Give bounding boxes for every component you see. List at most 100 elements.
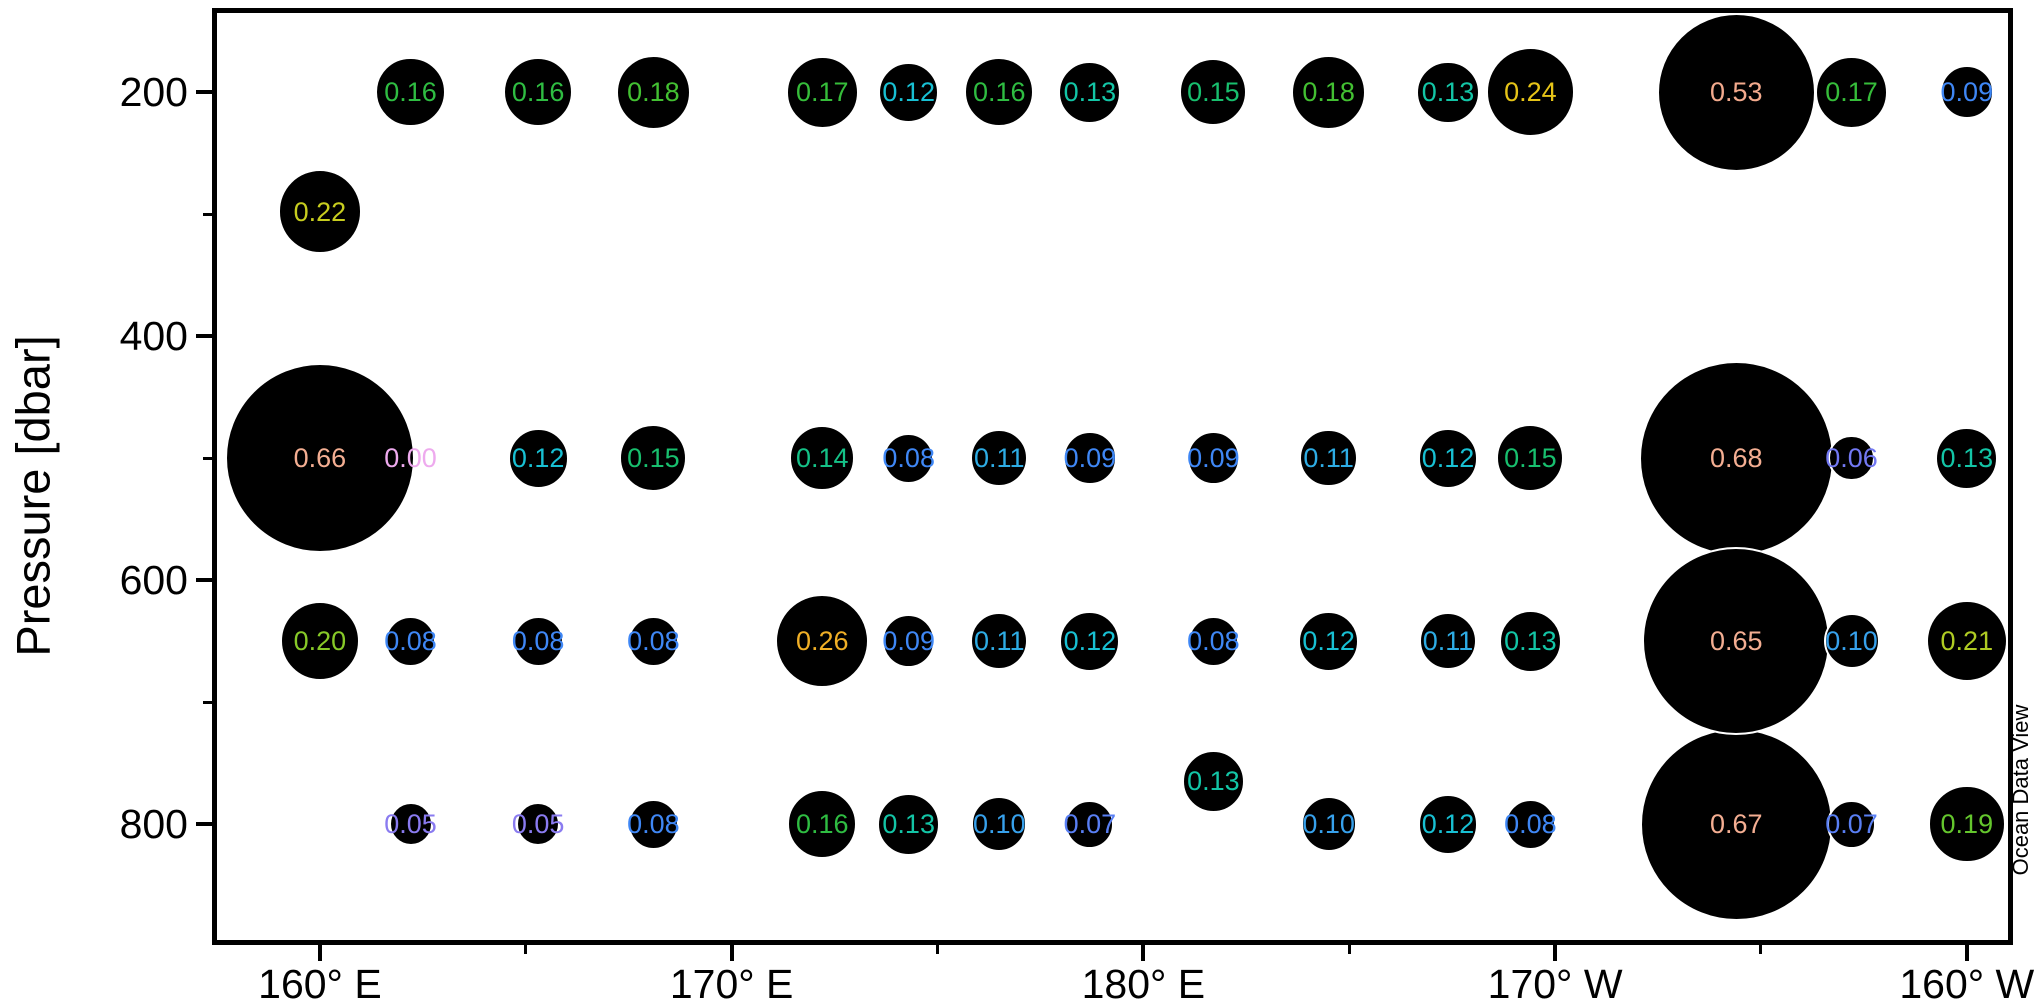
bubble-label: 0.18	[627, 77, 680, 108]
x-major-tick	[729, 945, 734, 961]
bubble-label: 0.53	[1709, 77, 1763, 108]
bubble-label: 0.11	[1303, 443, 1354, 474]
bubble-label: 0.08	[627, 809, 680, 840]
bubble-circle	[279, 601, 360, 682]
bubble-label: 0.06	[1825, 443, 1878, 474]
x-major-tick	[1964, 945, 1969, 961]
plot-area: 0.68 0.67 0.66 0.65 0.53 0.26 0.24 0.22 0.21 0.20…	[212, 8, 2013, 945]
bubble-circle	[1496, 424, 1565, 493]
bubble-circle	[1656, 12, 1816, 172]
bubble-circle	[964, 57, 1035, 128]
bubble-label: 0.16	[511, 77, 565, 108]
bubble-label: 0.67	[1709, 809, 1763, 840]
bubble-label: 0.13	[1504, 626, 1557, 657]
bubble-circle	[1827, 799, 1876, 849]
x-major-tick	[1553, 945, 1558, 961]
bubble-circle	[1417, 793, 1479, 855]
bubble-label: 0.11	[973, 626, 1025, 657]
bubble-label: 0.12	[882, 77, 935, 108]
bubble-circle	[1065, 799, 1115, 849]
bubble-label: 0.18	[1302, 77, 1355, 108]
bubble-circle	[1181, 749, 1245, 814]
x-minor-tick	[1759, 945, 1763, 954]
bubble-circle	[1179, 58, 1248, 127]
bubble-label: 0.12	[511, 443, 565, 474]
x-minor-tick	[1347, 945, 1351, 954]
bubble-circle	[1828, 435, 1875, 482]
bubble-circle	[384, 615, 437, 667]
y-major-tick	[196, 578, 212, 583]
bubble-label: 0.08	[511, 626, 565, 657]
bubble-label: 0.10	[1302, 809, 1355, 840]
bubble-label: 0.09	[882, 626, 935, 657]
bubble-circle	[1416, 60, 1480, 124]
bubble-label: 0.07	[1825, 809, 1878, 840]
bubble-circle	[1059, 610, 1121, 672]
y-minor-tick	[203, 700, 212, 704]
bubble-circle	[1925, 599, 2009, 683]
bubble-label: 0.15	[1187, 77, 1240, 108]
y-tick-label: 800	[119, 801, 188, 848]
bubble-circle	[1815, 55, 1888, 129]
bubble-label: 0.12	[1421, 809, 1475, 840]
y-minor-tick	[203, 212, 212, 216]
y-tick-label: 200	[119, 69, 188, 116]
bubble-circle	[516, 802, 561, 847]
bubble-label: 0.10	[972, 809, 1026, 840]
bubble-label: 0.68	[1709, 443, 1763, 474]
odv-watermark: Ocean Data View	[2008, 704, 2033, 876]
x-tick-label: 180° E	[1081, 961, 1206, 1007]
x-minor-tick	[936, 945, 940, 954]
bubble-label: 0.13	[882, 809, 935, 840]
bubble-circle	[787, 788, 858, 860]
bubble-circle	[507, 427, 569, 489]
bubble-circle	[971, 796, 1028, 853]
bubble-label: 0.05	[384, 809, 437, 840]
bubble-circle	[277, 169, 363, 255]
bubble-label: 0.11	[1422, 626, 1474, 657]
bubble-circle	[615, 54, 691, 130]
bubble-label: 0.08	[627, 626, 680, 657]
x-tick-label: 170° W	[1487, 961, 1623, 1007]
bubble-label: 0.15	[627, 443, 680, 474]
bubble-circle	[1485, 47, 1576, 138]
x-tick-label: 170° E	[669, 961, 794, 1007]
y-major-tick	[196, 822, 212, 827]
bubble-circle	[970, 611, 1029, 671]
bubble-label: 0.08	[1504, 809, 1557, 840]
bubble-label: 0.12	[1302, 626, 1355, 657]
bubble-circle	[1063, 431, 1117, 485]
bubble-circle	[1417, 427, 1479, 489]
bubble-circle	[1639, 727, 1833, 921]
bubble-circle	[1058, 60, 1122, 124]
y-tick-label: 400	[119, 313, 188, 360]
bubble-label: 0.14	[795, 443, 849, 474]
x-tick-label: 160° E	[258, 961, 382, 1007]
bubble-label: 0.05	[511, 809, 565, 840]
bubble-circle	[877, 792, 941, 856]
bubble-label: 0.12	[1421, 443, 1475, 474]
bubble-circle	[627, 615, 679, 667]
bubble-circle	[1498, 609, 1562, 673]
bubble-label: 0.19	[1940, 809, 1994, 840]
bubble-circle	[1935, 426, 1999, 490]
bubble-circle	[375, 57, 446, 128]
bubble-label: 0.07	[1063, 809, 1117, 840]
bubble-label: 0.13	[1063, 77, 1117, 108]
y-axis-title: Pressure [dbar]	[6, 335, 60, 657]
bubble-circle	[619, 424, 688, 493]
bubble-circle	[1300, 796, 1357, 853]
bubble-label: 0.26	[795, 626, 849, 657]
bubble-circle	[789, 425, 856, 491]
bubble-circle	[502, 57, 574, 128]
bubble-circle	[627, 798, 679, 850]
bubble-label: 0.16	[384, 77, 437, 108]
bubble-label: 0.17	[1825, 77, 1878, 108]
bubble-label: 0.10	[1825, 626, 1878, 657]
bubble-label: 0.08	[384, 626, 437, 657]
bubble-label: 0.65	[1709, 626, 1763, 657]
bubble-circle	[1298, 610, 1360, 672]
bubble-label: 0.20	[293, 626, 347, 657]
bubble-label: 0.21	[1940, 626, 1994, 657]
